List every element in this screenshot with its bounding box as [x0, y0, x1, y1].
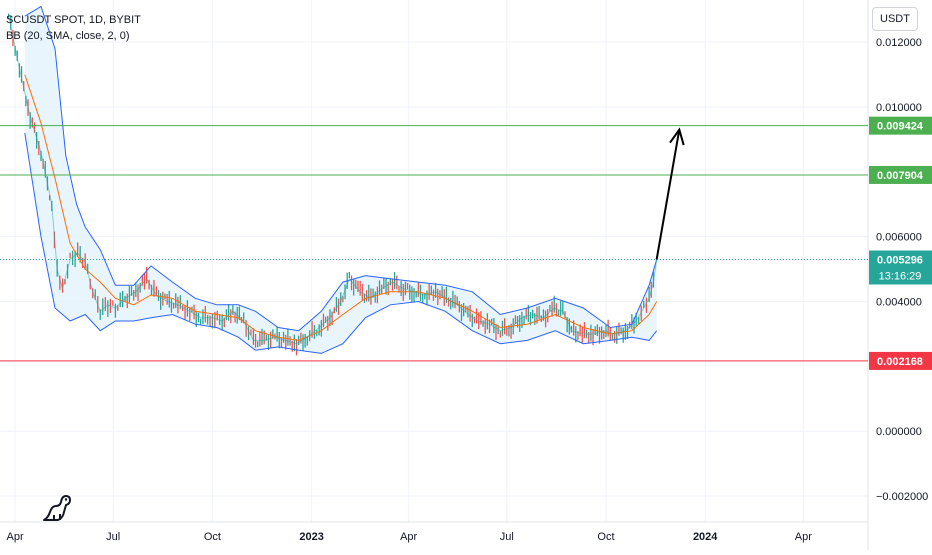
close-line [8, 16, 658, 345]
price-level-label: 0.007904 [877, 170, 924, 182]
y-tick-label: 0.004000 [876, 297, 922, 309]
projection-arrow-shaft [655, 129, 681, 260]
price-level-label: 0.002168 [877, 356, 923, 368]
price-level-tag [869, 165, 932, 184]
bb-upper-band [24, 5, 658, 332]
x-tick-label: Apr [400, 531, 417, 543]
current-price-tag [869, 250, 932, 285]
y-tick-label: 0.010000 [876, 102, 922, 114]
bb-lower-band [24, 132, 658, 354]
countdown-label: 13:16:29 [879, 271, 922, 283]
chart-legend: SCUSDT SPOT, 1D, BYBIT BB (20, SMA, clos… [6, 12, 141, 44]
x-tick-label: Jul [500, 531, 514, 543]
price-level-label: 0.009424 [877, 121, 924, 133]
bollinger-band-fill [24, 6, 657, 354]
y-tick-label: −0.002000 [876, 491, 928, 503]
x-tick-label: Jul [106, 531, 120, 543]
price-level-tag [869, 351, 932, 370]
projection-arrow-head [669, 127, 685, 146]
x-tick-label: 2023 [299, 531, 323, 543]
current-price-label: 0.005296 [877, 255, 923, 267]
indicator-label[interactable]: BB (20, SMA, close, 2, 0) [6, 30, 130, 42]
x-tick-label: Oct [204, 531, 221, 543]
y-tick-label: 0.000000 [876, 426, 922, 438]
currency-button[interactable]: USDT [872, 7, 918, 31]
bb-basis-line [24, 74, 658, 341]
y-tick-label: 0.012000 [876, 37, 922, 49]
symbol-title[interactable]: SCUSDT SPOT, 1D, BYBIT [6, 14, 141, 26]
x-tick-label: 2024 [693, 531, 718, 543]
tradingview-logo-icon[interactable] [40, 488, 76, 524]
x-tick-label: Oct [597, 531, 614, 543]
x-tick-label: Apr [7, 531, 24, 543]
x-tick-label: Apr [795, 531, 812, 543]
price-level-tag [869, 116, 932, 135]
y-tick-label: 0.006000 [876, 232, 922, 244]
